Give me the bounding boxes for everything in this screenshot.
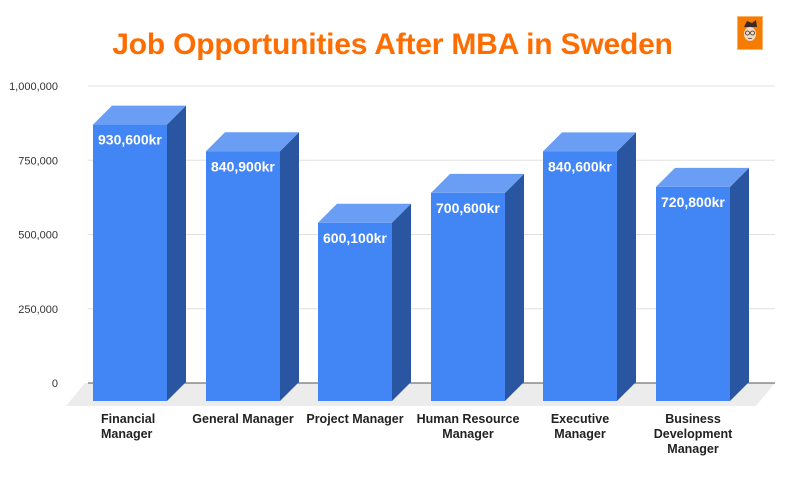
chart-title: Job Opportunities After MBA in Sweden [112, 28, 673, 61]
y-tick-label: 250,000 [18, 304, 58, 316]
bar-front [656, 186, 730, 401]
bar-value-label: 600,100kr [323, 230, 387, 246]
bar-front [93, 124, 167, 401]
bar-top [543, 132, 636, 152]
x-axis-label: Executive Manager [550, 412, 610, 441]
bar-value-label: 930,600kr [98, 132, 162, 148]
bar-side [392, 203, 411, 401]
bar-top [431, 173, 524, 193]
bar-side [167, 105, 186, 401]
bar-front [318, 222, 392, 401]
bar-side [505, 173, 524, 401]
bar: 720,800kr [656, 167, 749, 401]
bar-front [431, 192, 505, 401]
bar-side [617, 132, 636, 401]
bar-side [730, 167, 749, 401]
x-axis-label: Business Development Manager [653, 412, 733, 456]
y-tick-label: 1,000,000 [9, 81, 58, 93]
bar-value-label: 700,600kr [436, 200, 500, 216]
bar-top [93, 105, 186, 125]
bar: 930,600kr [93, 105, 186, 401]
cartoon-face-logo-icon [737, 16, 763, 50]
bar-top [656, 167, 749, 187]
x-axis-label: Project Manager [306, 412, 404, 426]
y-tick-label: 0 [52, 378, 58, 390]
bar-top [206, 132, 299, 152]
bar-front [206, 151, 280, 401]
bar-value-label: 840,900kr [211, 158, 275, 174]
bar: 600,100kr [318, 203, 411, 401]
bar-value-label: 840,600kr [548, 158, 612, 174]
bar-front [543, 151, 617, 401]
bar: 840,900kr [206, 132, 299, 402]
x-axis-label: Financial Manager [101, 412, 156, 441]
y-tick-label: 750,000 [18, 155, 58, 167]
bar-top [318, 203, 411, 223]
x-axis-label: General Manager [192, 412, 294, 426]
y-tick-label: 500,000 [18, 230, 58, 242]
bar: 840,600kr [543, 132, 636, 401]
bar: 700,600kr [431, 173, 524, 401]
bar-value-label: 720,800kr [661, 194, 725, 210]
x-axis-label: Human Resource Manager [416, 412, 520, 441]
bar-side [280, 132, 299, 402]
